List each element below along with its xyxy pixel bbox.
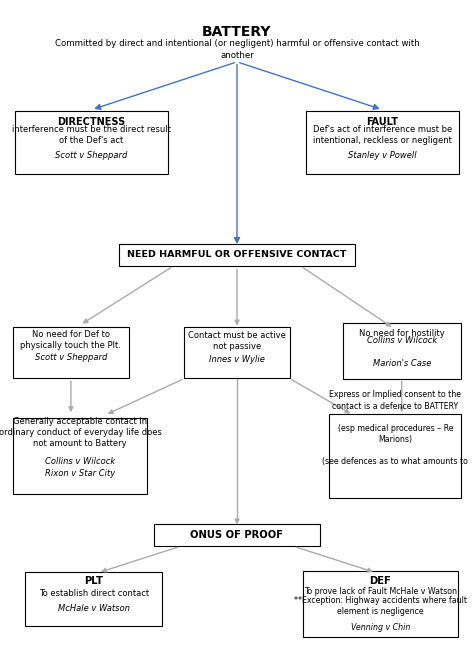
Text: Committed by direct and intentional (or negligent) harmful or offensive contact : Committed by direct and intentional (or … — [55, 39, 419, 60]
Text: BATTERY: BATTERY — [202, 25, 272, 39]
Text: FAULT: FAULT — [366, 117, 399, 127]
Text: Collins v Wilcock

Marion's Case: Collins v Wilcock Marion's Case — [366, 336, 437, 369]
Text: Scott v Sheppard: Scott v Sheppard — [35, 353, 107, 362]
FancyBboxPatch shape — [306, 111, 459, 174]
Text: McHale v Watson: McHale v Watson — [58, 604, 129, 613]
Text: Venning v Chin: Venning v Chin — [351, 623, 410, 632]
Text: To establish direct contact: To establish direct contact — [38, 588, 149, 598]
Text: Contact must be active
not passive: Contact must be active not passive — [188, 331, 286, 351]
Text: Def's act of interference must be
intentional, reckless or negligent: Def's act of interference must be intent… — [313, 125, 452, 145]
Text: **Exception: Highway accidents where fault
element is negligence: **Exception: Highway accidents where fau… — [294, 596, 467, 616]
Text: interference must be the direct result
of the Def's act: interference must be the direct result o… — [12, 125, 171, 145]
Text: ONUS OF PROOF: ONUS OF PROOF — [191, 530, 283, 540]
Text: Scott v Sheppard: Scott v Sheppard — [55, 151, 128, 160]
Text: Stanley v Powell: Stanley v Powell — [348, 151, 417, 160]
Text: Innes v Wylie: Innes v Wylie — [209, 356, 265, 364]
FancyBboxPatch shape — [26, 572, 162, 626]
FancyBboxPatch shape — [118, 244, 356, 266]
FancyBboxPatch shape — [343, 323, 461, 379]
Text: Express or Implied consent to the
contact is a defence to BATTERY

(esp medical : Express or Implied consent to the contac… — [322, 391, 468, 466]
Text: No need for hostility: No need for hostility — [359, 329, 445, 338]
FancyBboxPatch shape — [183, 327, 291, 379]
Text: Collins v Wilcock: Collins v Wilcock — [45, 456, 115, 466]
Text: Rixon v Star City: Rixon v Star City — [45, 469, 115, 478]
Text: NEED HARMFUL OR OFFENSIVE CONTACT: NEED HARMFUL OR OFFENSIVE CONTACT — [128, 251, 346, 259]
FancyBboxPatch shape — [15, 111, 168, 174]
Text: No need for Def to
physically touch the Plt.: No need for Def to physically touch the … — [20, 330, 121, 350]
FancyBboxPatch shape — [13, 418, 147, 494]
Text: PLT: PLT — [84, 576, 103, 586]
Text: Generally acceptable contact in
ordinary conduct of everyday life does
not amoun: Generally acceptable contact in ordinary… — [0, 417, 162, 448]
FancyBboxPatch shape — [329, 414, 461, 498]
FancyBboxPatch shape — [13, 327, 129, 379]
Text: DIRECTNESS: DIRECTNESS — [57, 117, 126, 127]
FancyBboxPatch shape — [303, 572, 458, 637]
Text: DEF: DEF — [369, 576, 391, 586]
Text: To prove lack of Fault McHale v Watson: To prove lack of Fault McHale v Watson — [304, 587, 457, 596]
FancyBboxPatch shape — [154, 525, 320, 546]
